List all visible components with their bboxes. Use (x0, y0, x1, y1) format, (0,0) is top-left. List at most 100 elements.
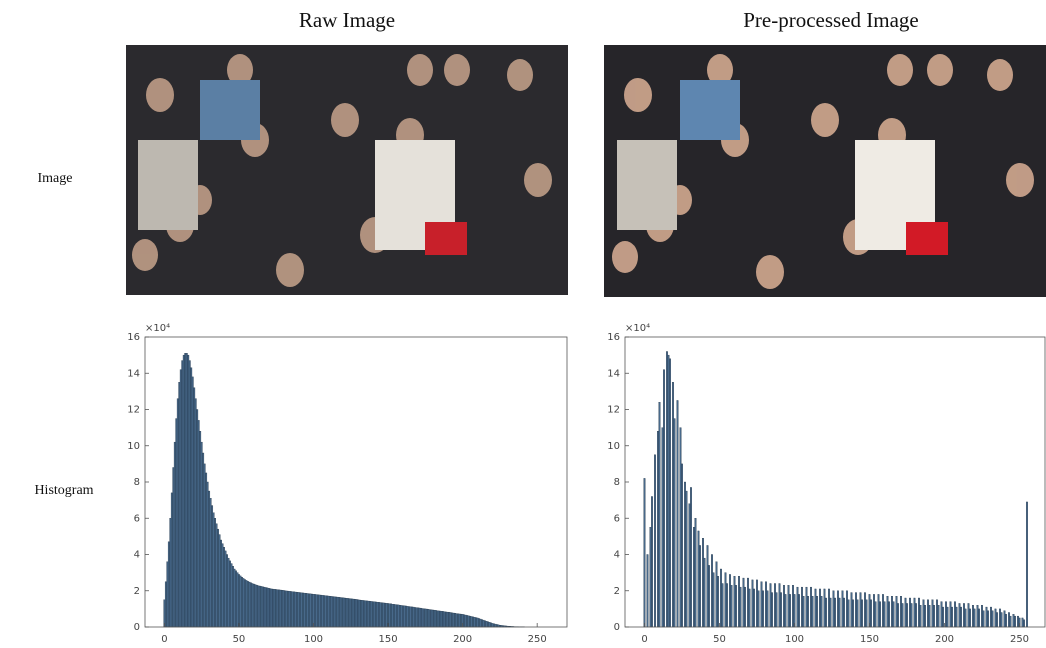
histogram-bar (316, 595, 317, 627)
histogram-bar (375, 602, 376, 627)
histogram-bar (717, 576, 719, 627)
histogram-bar (950, 602, 952, 627)
histogram-bar (334, 597, 335, 627)
histogram-bar (816, 596, 818, 627)
x-tick-label: 100 (785, 634, 804, 645)
histogram-bar (987, 611, 989, 627)
row-label: Image (38, 171, 73, 186)
histogram-bar (314, 594, 315, 627)
histogram-bar (644, 478, 646, 627)
x-tick-label: 50 (713, 634, 726, 645)
histogram-bar (442, 611, 443, 627)
y-tick-label: 12 (127, 405, 140, 416)
histogram-bar (812, 596, 814, 627)
histogram-bar (915, 603, 917, 627)
histogram-bar (767, 591, 769, 627)
y-tick-label: 0 (134, 622, 140, 633)
histogram-bar (650, 527, 652, 627)
y-multiplier: ×10⁴ (625, 323, 650, 334)
histogram-bar (437, 611, 438, 627)
histogram-bar (465, 615, 466, 627)
y-tick-label: 2 (134, 586, 140, 597)
histogram-bar (322, 595, 323, 627)
histogram-bar (428, 609, 429, 627)
histogram-bar (431, 610, 432, 627)
histogram-bar (223, 547, 224, 627)
histogram-bar (956, 607, 958, 627)
histogram-bar (217, 529, 218, 627)
histogram-bar (698, 531, 700, 627)
histogram-bar (842, 591, 844, 627)
histogram-bar (355, 599, 356, 627)
histogram-bar (447, 612, 448, 627)
histogram-bar (331, 596, 332, 627)
histogram-bar (381, 603, 382, 627)
y-tick-label: 12 (607, 405, 620, 416)
histogram-bar (404, 606, 405, 627)
histogram-bar (255, 585, 256, 627)
histogram-bar (792, 585, 794, 627)
y-tick-label: 14 (607, 368, 620, 379)
histogram-bar (202, 453, 203, 627)
histogram-bar (771, 593, 773, 627)
histogram-bar (481, 620, 482, 627)
histogram-bar (207, 482, 208, 627)
histogram-bar (729, 574, 731, 627)
processed-photo (604, 45, 1046, 297)
histogram-bar (914, 598, 916, 627)
histogram-bar (337, 597, 338, 627)
y-tick-label: 4 (614, 550, 620, 561)
histogram-bar (960, 607, 962, 627)
histogram-bar (720, 569, 722, 627)
histogram-bar (357, 600, 358, 627)
histogram-bar (672, 382, 674, 627)
histogram-bar (187, 355, 188, 627)
histogram-bar (256, 585, 257, 627)
histogram-bar (413, 607, 414, 627)
histogram-bar (352, 599, 353, 627)
histogram-bar (240, 576, 241, 627)
histogram-bar (274, 589, 275, 627)
histogram-bar (210, 498, 211, 627)
histogram-bar (918, 598, 920, 627)
y-tick-label: 10 (607, 441, 620, 452)
y-tick-label: 16 (127, 332, 140, 343)
histogram-bar (666, 352, 668, 628)
histogram-bar (396, 605, 397, 627)
histogram-bar (662, 428, 664, 627)
histogram-bar (735, 585, 737, 627)
histogram-bar (448, 612, 449, 627)
histogram-bar (165, 582, 166, 627)
y-tick-label: 6 (134, 513, 140, 524)
histogram-bar (702, 538, 704, 627)
histogram-bar (414, 607, 415, 627)
histogram-bar (909, 598, 911, 627)
histogram-bar (405, 606, 406, 627)
histogram-bar (216, 524, 217, 627)
histogram-bar (843, 598, 845, 627)
histogram-bar (864, 593, 866, 627)
histogram-bar (807, 596, 809, 627)
histogram-bar (320, 595, 321, 627)
histogram-bar (186, 353, 187, 627)
histogram-bar (821, 596, 823, 627)
histogram-bar (356, 599, 357, 627)
histogram-bar (173, 468, 174, 628)
histogram-bar (237, 573, 238, 627)
histogram-bar (900, 596, 902, 627)
histogram-bar (445, 612, 446, 627)
y-multiplier: ×10⁴ (145, 323, 170, 334)
histogram-bar (932, 600, 934, 627)
histogram-bar (815, 589, 817, 627)
histogram-bar (713, 573, 715, 627)
x-tick-label: 100 (304, 634, 323, 645)
histogram-bar (460, 614, 461, 627)
histogram-bar (972, 605, 974, 627)
histogram-bar (411, 607, 412, 627)
histogram-bar (349, 599, 350, 627)
histogram-bar (264, 587, 265, 627)
histogram-bar (722, 584, 724, 628)
histogram-bar (480, 619, 481, 627)
histogram-bar (258, 586, 259, 627)
